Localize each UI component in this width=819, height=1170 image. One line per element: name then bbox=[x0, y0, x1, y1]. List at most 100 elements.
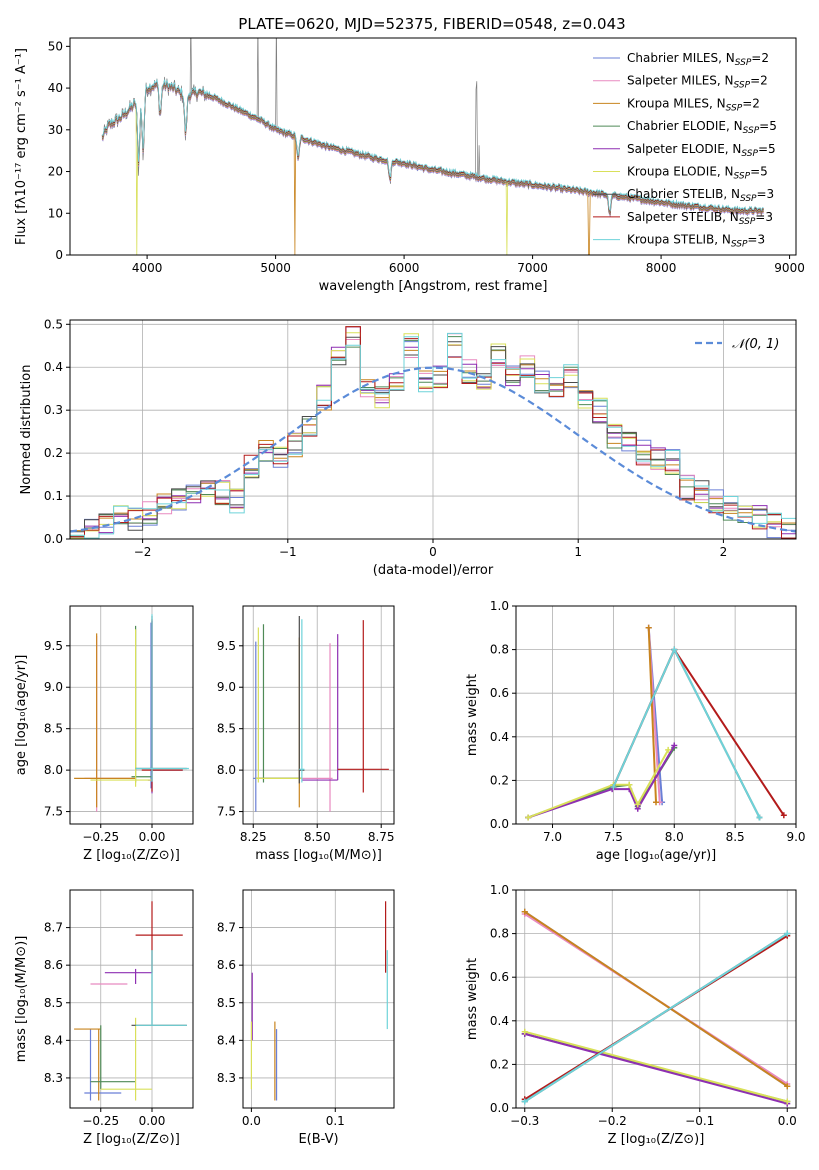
axes-frame bbox=[69, 37, 797, 256]
y-tick-label: 0.5 bbox=[44, 317, 63, 331]
x-tick-label: −1 bbox=[279, 545, 297, 559]
plot-area-age-vs-mass bbox=[253, 615, 389, 812]
legend-eq: =5 bbox=[750, 165, 768, 179]
legend-text: Kroupa ELODIE, N bbox=[627, 165, 734, 179]
weight-marker-5 bbox=[626, 781, 633, 788]
weight-marker-7 bbox=[780, 812, 787, 819]
x-tick-label: 4000 bbox=[132, 261, 163, 275]
y-tick-label: 8.5 bbox=[217, 996, 236, 1010]
y-tick-label: 0.2 bbox=[490, 773, 509, 787]
panel-mass-vs-EBV: 0.0 0.1 8.3 8.4 8.5 8.6 8.7 E(B-V) bbox=[217, 889, 395, 1147]
x-tick-label: 0.0 bbox=[778, 1114, 797, 1128]
weight-line-8 bbox=[612, 647, 761, 818]
legend-eq: =3 bbox=[757, 187, 775, 201]
legend-text: Chabrier ELODIE, N bbox=[627, 119, 743, 133]
x-tick-label: −0.3 bbox=[510, 1114, 539, 1128]
legend-label-5: Kroupa ELODIE, NSSP=5 bbox=[627, 165, 768, 182]
panel-age-vs-mass: 8.25 8.50 8.75 7.5 8.0 8.5 9.0 9.5 mass [log₁₀(M… bbox=[217, 605, 395, 863]
figure-title: PLATE=0620, MJD=52375, FIBERID=0548, z=0… bbox=[238, 15, 625, 33]
legend: Chabrier MILES, NSSP=2 Salpeter MILES, N S… bbox=[593, 51, 777, 250]
y-tick-label: 0 bbox=[55, 248, 63, 262]
x-tick-label: −0.2 bbox=[598, 1114, 627, 1128]
axes-frame bbox=[69, 889, 194, 1109]
y-tick-label: 8.4 bbox=[217, 1033, 236, 1047]
y-tick-label: 10 bbox=[48, 206, 63, 220]
y-tick-label: 8.5 bbox=[44, 996, 63, 1010]
legend-label-2: Kroupa MILES, NSSP=2 bbox=[627, 96, 760, 113]
y-tick-label: 0.1 bbox=[44, 489, 63, 503]
weight-marker-5 bbox=[665, 746, 672, 753]
x-tick-label: 7.0 bbox=[543, 830, 562, 844]
x-tick-label: 2 bbox=[720, 545, 728, 559]
legend-sub: SSP bbox=[726, 103, 743, 113]
weight-marker-8 bbox=[671, 646, 678, 653]
weight-marker-8 bbox=[784, 930, 791, 937]
axes-frame bbox=[242, 605, 395, 825]
plot-area-mass-vs-EBV bbox=[250, 901, 388, 1101]
x-tick-label: 0.00 bbox=[139, 1114, 166, 1128]
y-tick-label: 9.0 bbox=[44, 680, 63, 694]
legend-text: Salpeter STELIB, N bbox=[627, 210, 739, 224]
y-tick-label: 0.4 bbox=[490, 1014, 509, 1028]
legend-sub: SSP bbox=[731, 240, 748, 250]
y-axis-label: mass weight bbox=[465, 958, 480, 1040]
panel-age-vs-Z: −0.25 0.00 7.5 8.0 8.5 9.0 9.5 Z [log₁₀(Z/Z⊙)] a… bbox=[14, 605, 194, 863]
weight-marker-5 bbox=[521, 1028, 528, 1035]
x-axis-label: Z [log₁₀(Z/Z⊙)] bbox=[83, 1132, 180, 1147]
legend-label-0: Chabrier MILES, NSSP=2 bbox=[627, 51, 769, 68]
x-tick-label: 8.0 bbox=[665, 830, 684, 844]
y-tick-label: 1.0 bbox=[490, 883, 509, 897]
legend-text: Salpeter MILES, N bbox=[627, 74, 734, 88]
x-tick-label: 7.5 bbox=[604, 830, 623, 844]
y-tick-label: 8.5 bbox=[44, 722, 63, 736]
x-tick-label: −0.1 bbox=[685, 1114, 714, 1128]
y-tick-label: 8.6 bbox=[217, 958, 236, 972]
weight-line-4 bbox=[527, 744, 676, 819]
panel-spectrum: 4000 5000 6000 7000 8000 9000 0 10 20 30 40 50 wavel… bbox=[14, 37, 805, 294]
x-tick-label: 6000 bbox=[389, 261, 420, 275]
weight-marker-2 bbox=[653, 799, 659, 806]
x-axis-label: wavelength [Angstrom, rest frame] bbox=[319, 279, 548, 294]
y-tick-label: 9.5 bbox=[44, 639, 63, 653]
x-tick-label: 8.5 bbox=[726, 830, 745, 844]
legend-sub: SSP bbox=[739, 217, 756, 227]
legend-text: Kroupa STELIB, N bbox=[627, 233, 731, 247]
axes-frame bbox=[69, 605, 194, 825]
y-axis-label: mass [log₁₀(M/M⊙)] bbox=[14, 936, 29, 1063]
x-axis-label: (data-model)/error bbox=[373, 563, 494, 578]
y-tick-label: 9.5 bbox=[217, 639, 236, 653]
legend-label-8: Kroupa STELIB, NSSP=3 bbox=[627, 233, 765, 250]
x-tick-label: 9000 bbox=[774, 261, 805, 275]
y-tick-label: 0.3 bbox=[44, 403, 63, 417]
weight-marker-2 bbox=[645, 624, 652, 631]
y-tick-label: 8.3 bbox=[44, 1071, 63, 1085]
weight-marker-2 bbox=[521, 908, 528, 915]
axes-frame bbox=[515, 605, 797, 825]
y-tick-label: 0.2 bbox=[44, 446, 63, 460]
y-tick-label: 8.0 bbox=[44, 763, 63, 777]
y-tick-label: 7.5 bbox=[217, 805, 236, 819]
y-tick-label: 8.3 bbox=[217, 1071, 236, 1085]
y-tick-label: 50 bbox=[48, 39, 63, 53]
y-tick-label: 8.4 bbox=[44, 1033, 63, 1047]
weight-line-8 bbox=[524, 932, 788, 1103]
legend-eq: =2 bbox=[742, 96, 760, 110]
legend-eq: =5 bbox=[759, 119, 777, 133]
y-tick-label: 20 bbox=[48, 165, 63, 179]
plot-area-weight-vs-age bbox=[525, 624, 787, 821]
legend-text: Kroupa MILES, N bbox=[627, 96, 726, 110]
legend-eq: =2 bbox=[751, 51, 769, 65]
weight-marker-8 bbox=[756, 814, 763, 821]
x-tick-label: 8.25 bbox=[240, 830, 267, 844]
y-tick-label: 1.0 bbox=[490, 599, 509, 613]
y-tick-label: 0.6 bbox=[490, 970, 509, 984]
x-tick-label: 5000 bbox=[260, 261, 291, 275]
plot-area-weight-vs-Z bbox=[521, 908, 791, 1107]
weight-marker-4 bbox=[671, 742, 678, 749]
y-tick-label: 9.0 bbox=[217, 680, 236, 694]
panel-mass-vs-Z: −0.25 0.00 8.3 8.4 8.5 8.6 8.7 Z [log₁₀(Z/Z⊙)] m… bbox=[14, 889, 194, 1147]
weight-marker-8 bbox=[521, 1098, 528, 1105]
weight-marker-2 bbox=[784, 1083, 791, 1090]
weight-marker-8 bbox=[610, 783, 617, 790]
x-tick-label: 7000 bbox=[517, 261, 548, 275]
